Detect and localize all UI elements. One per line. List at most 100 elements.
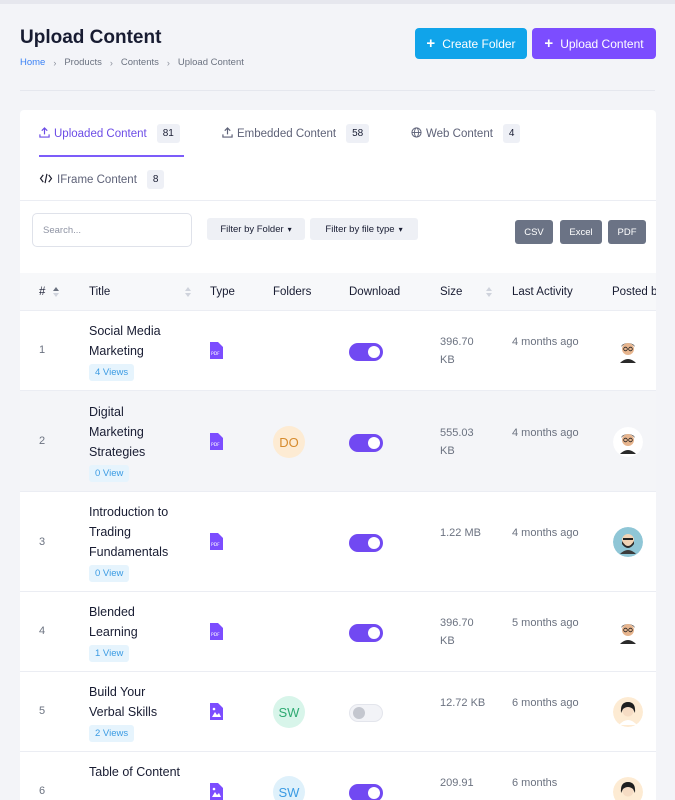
top-border (0, 0, 675, 4)
tab-count-badge: 81 (156, 124, 180, 143)
column-header-folders: Folders (273, 286, 312, 298)
create-folder-button[interactable]: + Create Folder (415, 28, 527, 59)
file-size: 396.70 KB (440, 336, 474, 366)
content-title[interactable]: Build Your Verbal Skills (89, 685, 158, 719)
last-activity: 4 months ago (512, 427, 579, 439)
column-header-title[interactable]: Title (89, 273, 191, 311)
download-toggle[interactable] (349, 343, 383, 361)
content-title[interactable]: Social Media Marketing (89, 324, 161, 358)
title-cell: Digital Marketing Strategies 0 View (89, 402, 181, 482)
tab-label: Embedded Content (237, 127, 337, 140)
poster-avatar[interactable] (613, 336, 643, 366)
svg-text:PDF: PDF (211, 542, 220, 548)
breadcrumb-products[interactable]: Products (64, 57, 102, 68)
globe-icon (411, 126, 422, 141)
title-cell: Introduction to Trading Fundamentals 0 V… (89, 502, 181, 582)
upload-content-label: Upload Content (560, 36, 644, 51)
download-toggle[interactable] (349, 704, 383, 722)
search-placeholder: Search... (43, 224, 82, 236)
folder-badge[interactable]: DO (273, 426, 305, 458)
upload-content-button[interactable]: + Upload Content (532, 28, 656, 59)
sort-icon (185, 287, 191, 297)
file-size: 1.22 MB (440, 527, 481, 539)
tab-label: IFrame Content (57, 173, 137, 186)
upload-icon (39, 126, 50, 141)
sort-icon (53, 287, 60, 297)
export-csv-button[interactable]: CSV (515, 220, 553, 244)
breadcrumb-contents[interactable]: Contents (120, 57, 159, 68)
table-header: # Title Type Folders Download Size Last … (20, 273, 656, 311)
column-header-type: Type (210, 286, 235, 298)
download-toggle[interactable] (349, 434, 383, 452)
tab-iframe-content[interactable]: IFrame Content 8 (39, 170, 165, 189)
page-title: Upload Content (20, 27, 162, 48)
column-header-download: Download (349, 286, 401, 298)
tab-embedded-content[interactable]: Embedded Content 58 (222, 124, 370, 143)
tab-uploaded-content[interactable]: Uploaded Content 81 (39, 124, 180, 143)
image-file-icon (209, 783, 223, 800)
content-title[interactable]: Digital Marketing Strategies (89, 405, 146, 459)
last-activity: 6 months (512, 777, 558, 789)
toggle-knob (368, 787, 380, 799)
image-file-icon (209, 703, 223, 720)
last-activity: 4 months ago (512, 336, 579, 348)
tabs-divider (20, 200, 656, 201)
search-input[interactable]: Search... (32, 213, 192, 247)
file-size: 12.72 KB (440, 697, 486, 709)
tab-web-content[interactable]: Web Content 4 (411, 124, 521, 143)
poster-avatar[interactable] (613, 777, 643, 800)
download-toggle[interactable] (349, 624, 383, 642)
pdf-file-icon: PDF (209, 623, 223, 640)
column-header-number[interactable]: # (39, 273, 60, 311)
tab-label: Web Content (426, 127, 493, 140)
svg-text:PDF: PDF (211, 632, 220, 638)
breadcrumb-home[interactable]: Home (20, 57, 46, 68)
views-badge: 0 View (89, 565, 130, 582)
svg-text:PDF: PDF (211, 442, 220, 448)
export-excel-button[interactable]: Excel (560, 220, 602, 244)
toggle-knob (368, 437, 380, 449)
download-toggle[interactable] (349, 534, 383, 552)
table-row: 4 Blended Learning 1 View PDF 396.70 KB … (20, 592, 656, 672)
content-title[interactable]: Blended Learning (89, 605, 138, 639)
views-badge: 0 View (89, 465, 130, 482)
content-title[interactable]: Introduction to Trading Fundamentals (89, 505, 169, 559)
title-cell: Table of Content (89, 762, 181, 782)
poster-avatar[interactable] (613, 697, 643, 727)
header-label: Title (89, 286, 111, 298)
filter-by-file-type-dropdown[interactable]: Filter by file type ▾ (310, 218, 418, 240)
upload-icon (222, 126, 233, 141)
toggle-knob (368, 627, 380, 639)
row-number: 5 (39, 705, 46, 717)
row-number: 3 (39, 536, 46, 548)
download-toggle[interactable] (349, 784, 383, 800)
column-header-size[interactable]: Size (440, 273, 492, 311)
tab-count-badge: 8 (146, 170, 165, 189)
code-icon (39, 173, 53, 187)
last-activity: 4 months ago (512, 527, 579, 539)
toggle-knob (368, 346, 380, 358)
toggle-knob (353, 707, 365, 719)
plus-icon: + (426, 35, 436, 52)
svg-text:PDF: PDF (211, 351, 220, 357)
export-pdf-button[interactable]: PDF (608, 220, 646, 244)
poster-avatar[interactable] (613, 427, 643, 457)
folder-badge[interactable]: SW (273, 696, 305, 728)
filter-type-label: Filter by file type (325, 223, 395, 235)
poster-avatar[interactable] (613, 527, 643, 557)
row-number: 1 (39, 344, 46, 356)
breadcrumb-current: Upload Content (177, 57, 244, 68)
chevron-right-icon: › (109, 57, 113, 68)
content-title[interactable]: Table of Content (89, 765, 181, 779)
pdf-file-icon: PDF (209, 433, 223, 450)
row-number: 4 (39, 625, 46, 637)
file-size: 396.70 KB (440, 617, 474, 647)
folder-badge[interactable]: SW (273, 776, 305, 800)
header-label: # (39, 286, 46, 298)
tab-count-badge: 4 (502, 124, 521, 143)
poster-avatar[interactable] (613, 617, 643, 647)
tab-count-badge: 58 (346, 124, 370, 143)
table-row: 3 Introduction to Trading Fundamentals 0… (20, 492, 656, 592)
column-header-posted-by: Posted b (612, 286, 656, 298)
filter-by-folder-dropdown[interactable]: Filter by Folder ▾ (207, 218, 305, 240)
